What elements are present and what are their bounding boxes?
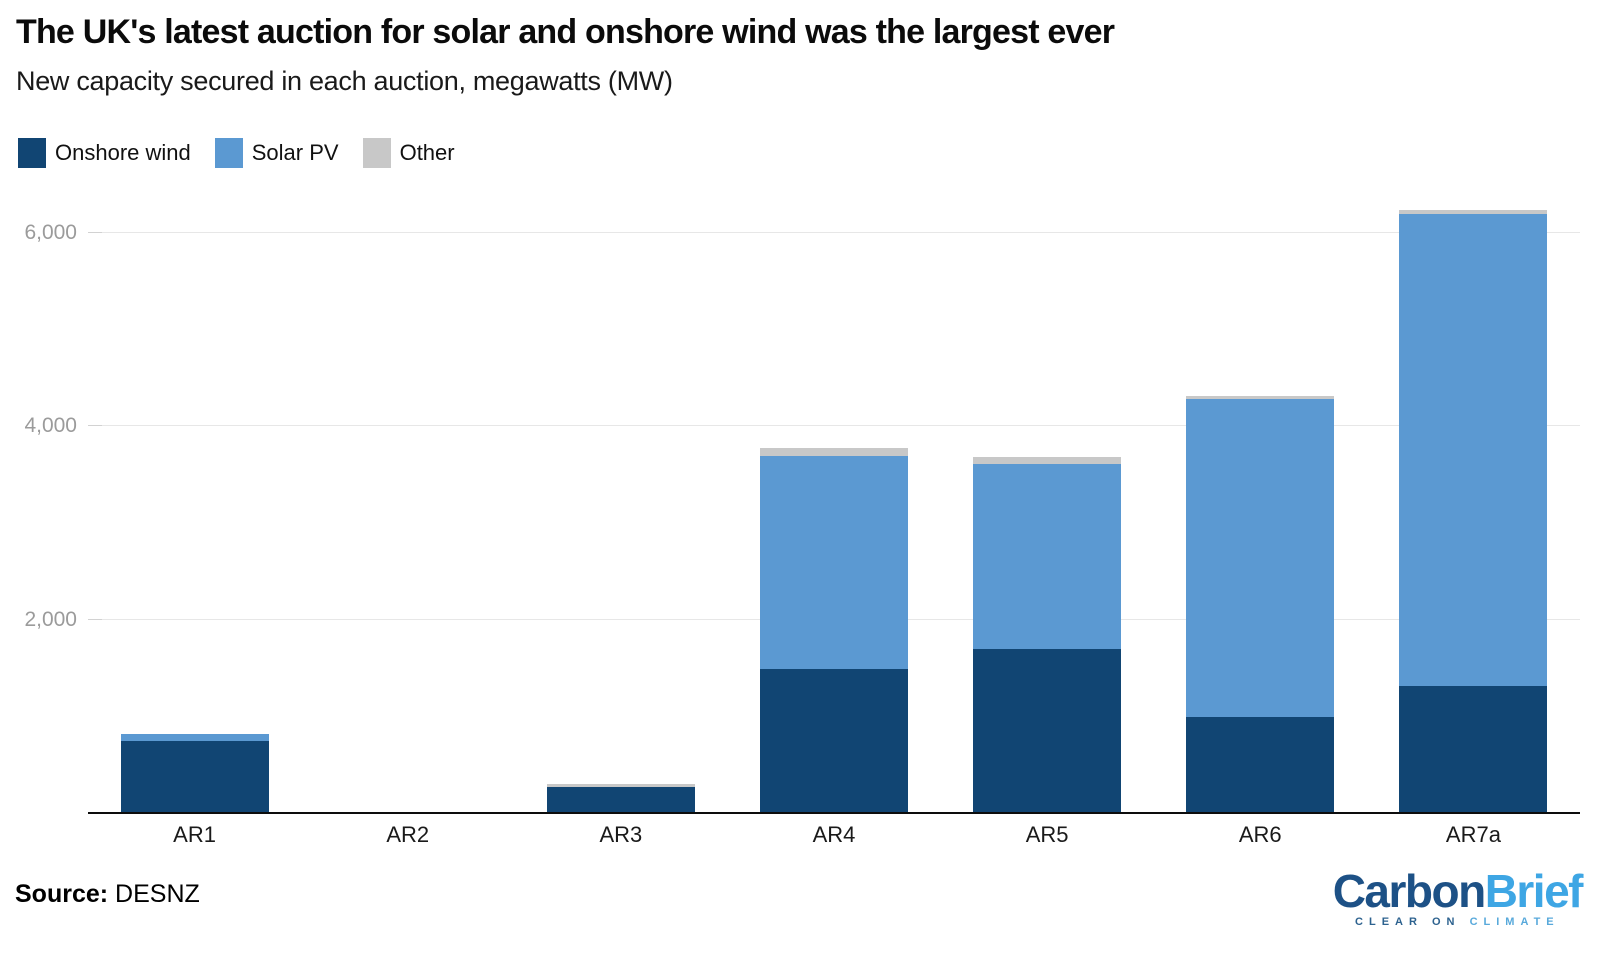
- x-tick-label-ar1: AR1: [173, 822, 216, 847]
- bar-segment-ar5-other: [973, 456, 1122, 464]
- legend-swatch-solar-pv: [214, 138, 243, 168]
- bar-segment-ar1-onshore-wind: [120, 740, 269, 813]
- source-note: Source: DESNZ: [15, 880, 200, 909]
- legend-swatch-other: [362, 138, 391, 168]
- legend: Onshore wind Solar PV Other: [18, 138, 455, 168]
- legend-swatch-onshore-wind: [18, 138, 46, 168]
- y-axis-tick-2000: [88, 618, 102, 620]
- x-tick-label-ar7a: AR7a: [1445, 822, 1501, 847]
- gridline-4000: [88, 425, 1580, 427]
- x-tick-label-ar4: AR4: [812, 822, 856, 847]
- logo-word-carbon: Carbon: [1332, 865, 1487, 917]
- legend-label-onshore-wind: Onshore wind: [55, 140, 191, 165]
- bar-segment-ar4-solar-pv: [760, 455, 908, 669]
- bar-segment-ar4-other: [760, 448, 908, 456]
- bar-segment-ar7a-onshore-wind: [1399, 686, 1548, 813]
- y-tick-label-4000: 4,000: [24, 414, 77, 438]
- x-tick-label-ar6: AR6: [1238, 822, 1282, 847]
- bar-segment-ar4-onshore-wind: [760, 668, 908, 813]
- source-label: Source:: [15, 880, 109, 908]
- x-tick-label-ar3: AR3: [599, 822, 643, 847]
- x-tick-label-ar2: AR2: [386, 822, 430, 847]
- chart-subtitle: New capacity secured in each auction, me…: [16, 66, 673, 96]
- legend-label-other: Other: [399, 140, 455, 165]
- bar-segment-ar6-other: [1186, 396, 1335, 400]
- gridline-6000: [88, 232, 1580, 233]
- plot-area: [88, 185, 1580, 813]
- logo-word-brief: Brief: [1484, 865, 1584, 917]
- bar-segment-ar3-onshore-wind: [546, 787, 695, 813]
- x-tick-label-ar5: AR5: [1025, 822, 1069, 847]
- y-axis-tick-6000: [88, 232, 102, 233]
- carbonbrief-wordmark: CarbonBrief: [1332, 865, 1584, 917]
- bar-segment-ar3-other: [546, 784, 695, 788]
- source-value: DESNZ: [115, 880, 200, 908]
- legend-item-solar-pv: Solar PV: [214, 138, 339, 168]
- legend-item-other: Other: [362, 138, 455, 168]
- x-axis-line: [88, 812, 1580, 814]
- logo-tagline: CLEAR ON CLIMATE: [1333, 916, 1582, 928]
- legend-label-solar-pv: Solar PV: [251, 140, 339, 165]
- bar-segment-ar5-solar-pv: [973, 463, 1122, 649]
- bar-segment-ar6-solar-pv: [1186, 399, 1335, 718]
- logo-tagline-clear-on: CLEAR ON: [1355, 916, 1461, 928]
- y-tick-label-6000: 6,000: [24, 221, 77, 244]
- y-tick-label-2000: 2,000: [24, 607, 77, 631]
- logo-tagline-climate: CLIMATE: [1469, 916, 1560, 928]
- bar-segment-ar5-onshore-wind: [973, 648, 1122, 813]
- bar-segment-ar1-solar-pv: [120, 733, 269, 741]
- carbonbrief-logo: CarbonBrief CLEAR ON CLIMATE: [1332, 865, 1584, 928]
- legend-item-onshore-wind: Onshore wind: [18, 138, 191, 168]
- bar-segment-ar7a-other: [1399, 210, 1548, 215]
- chart-title: The UK's latest auction for solar and on…: [16, 13, 1115, 51]
- bar-segment-ar6-onshore-wind: [1186, 717, 1335, 813]
- y-axis-tick-4000: [88, 425, 102, 427]
- bar-segment-ar7a-solar-pv: [1399, 214, 1548, 687]
